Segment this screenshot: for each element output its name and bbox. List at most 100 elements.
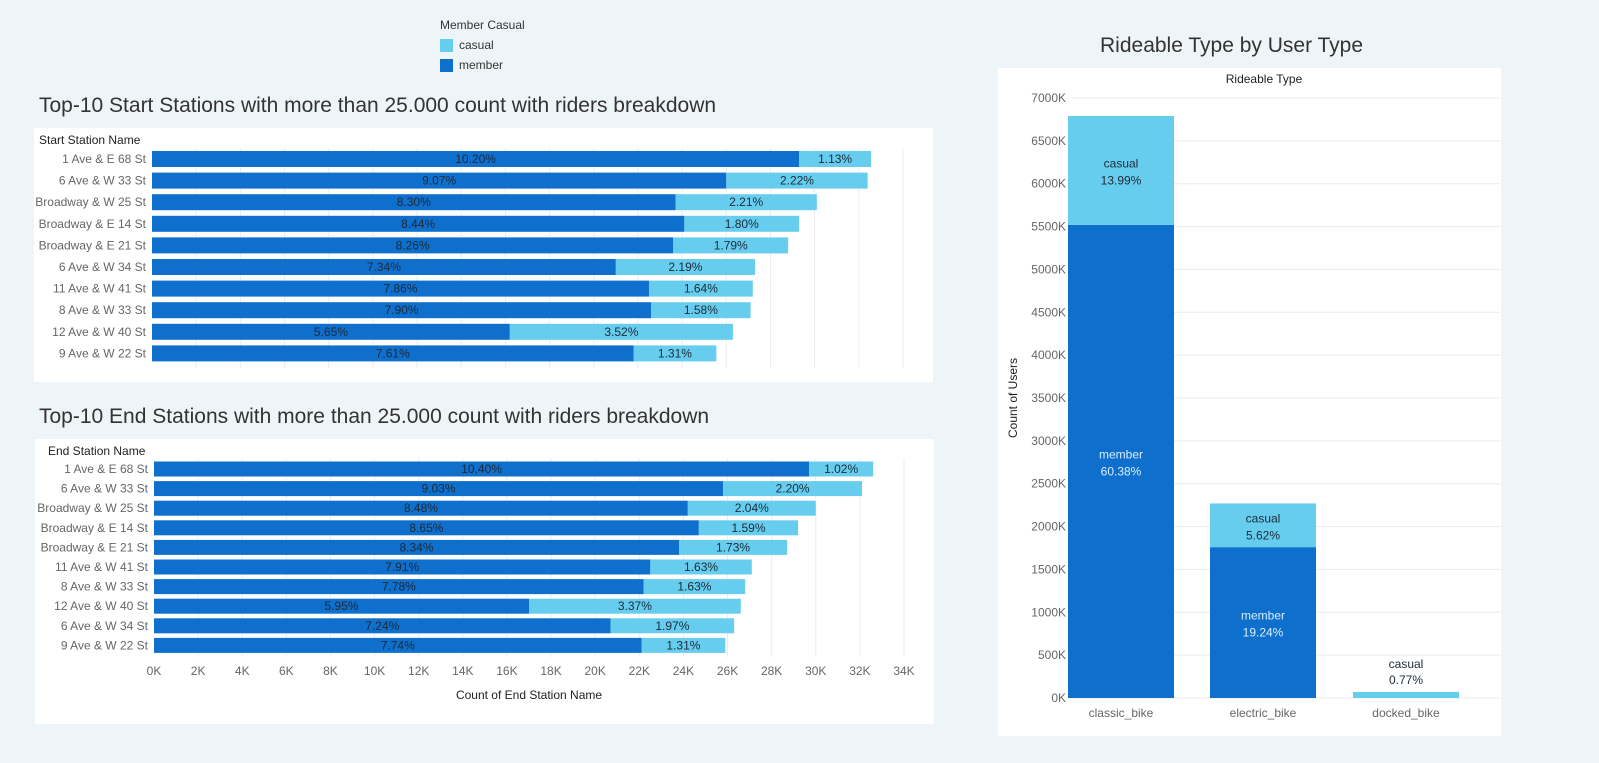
data-label-casual: 1.63%	[684, 560, 718, 574]
x-tick-label: 0K	[147, 664, 162, 678]
data-label-casual: 3.52%	[604, 325, 638, 339]
data-label-casual: 1.59%	[731, 521, 765, 535]
x-tick-label: docked_bike	[1372, 706, 1440, 720]
bar-casual	[610, 618, 735, 634]
data-label-member: 7.78%	[382, 580, 416, 594]
segment-label-member: member	[1099, 447, 1143, 461]
data-label-casual: 1.79%	[714, 238, 748, 252]
legend-title: Member Casual	[440, 18, 525, 32]
x-tick-label: 16K	[496, 664, 517, 678]
category-label: 11 Ave & W 41 St	[55, 560, 149, 574]
bar-member	[154, 461, 810, 477]
data-label-casual: 1.73%	[716, 540, 750, 554]
bar-member	[154, 618, 611, 634]
x-tick-label: 30K	[805, 664, 826, 678]
legend-label-casual: casual	[459, 38, 494, 52]
data-label-casual: 1.97%	[655, 619, 689, 633]
legend-item-member[interactable]: member	[440, 55, 525, 75]
data-label-member: 10.20%	[455, 152, 496, 166]
bar-casual	[673, 237, 789, 254]
bar-member	[154, 481, 724, 497]
x-tick-label: electric_bike	[1230, 706, 1297, 720]
x-tick-label: 28K	[761, 664, 782, 678]
data-label-member: 60.38%	[1101, 464, 1142, 478]
x-tick-label: 18K	[540, 664, 561, 678]
y-tick-label: 0K	[1051, 691, 1066, 705]
data-label-member: 8.48%	[404, 501, 438, 515]
bar-member	[152, 194, 676, 211]
data-label-member: 9.07%	[422, 174, 456, 188]
data-label-member: 8.26%	[396, 238, 430, 252]
bar-casual	[651, 302, 751, 319]
bar-casual	[675, 194, 817, 211]
bar-member	[1210, 547, 1316, 698]
y-tick-label: 2000K	[1031, 520, 1066, 534]
bar-member	[154, 637, 642, 653]
y-tick-label: 1000K	[1031, 605, 1066, 619]
x-tick-label: 20K	[584, 664, 605, 678]
y-axis-title: Count of Users	[1006, 358, 1020, 438]
y-tick-label: 4500K	[1031, 305, 1066, 319]
data-label-casual: 2.21%	[729, 195, 763, 209]
end-chart-title: Top-10 End Stations with more than 25.00…	[39, 405, 710, 428]
bar-member	[154, 520, 699, 536]
bar-member	[152, 323, 510, 340]
category-label: 8 Ave & W 33 St	[61, 580, 149, 594]
legend-swatch-casual	[440, 38, 453, 52]
data-label-member: 8.44%	[401, 217, 435, 231]
data-label-member: 5.95%	[324, 599, 358, 613]
bar-member	[152, 345, 634, 362]
y-tick-label: 2500K	[1031, 477, 1066, 491]
rideable-type-chart: Rideable Type 0K 500K 1000K 1500K 2000K 2500K 3…	[1006, 72, 1501, 720]
data-label-casual: 1.31%	[658, 346, 692, 360]
bar-casual	[509, 323, 733, 340]
data-label-casual: 1.63%	[677, 580, 711, 594]
bar-casual	[643, 579, 746, 595]
legend-swatch-member	[440, 58, 453, 72]
data-label-member: 7.74%	[381, 638, 415, 652]
segment-label-member: member	[1241, 609, 1285, 623]
data-label-casual: 2.19%	[668, 260, 702, 274]
bar-casual	[723, 481, 863, 497]
data-label-member: 19.24%	[1243, 626, 1284, 640]
legend-item-casual[interactable]: casual	[440, 35, 525, 55]
data-label-member: 8.30%	[397, 195, 431, 209]
y-axis-title: End Station Name	[48, 444, 146, 458]
x-tick-label: 6K	[279, 664, 294, 678]
end-chart-panel: End Station Name 1 Ave & E 68 St 10.40% 1.0…	[35, 439, 934, 724]
bar-casual	[650, 559, 752, 575]
category-label: 8 Ave & W 33 St	[59, 303, 147, 317]
data-label-casual: 2.20%	[776, 482, 810, 496]
segment-label-casual: casual	[1104, 156, 1139, 170]
category-label: 9 Ave & W 22 St	[59, 346, 147, 360]
category-label: Broadway & E 14 St	[41, 521, 149, 535]
bar-member	[152, 259, 616, 275]
category-label: 6 Ave & W 33 St	[61, 482, 149, 496]
data-label-member: 8.65%	[409, 521, 443, 535]
bar-casual	[684, 215, 800, 232]
x-tick-label: classic_bike	[1089, 706, 1154, 720]
data-label-casual: 0.77%	[1389, 673, 1423, 687]
bar-casual	[615, 259, 756, 275]
bar-casual	[529, 598, 741, 614]
data-label-casual: 1.58%	[684, 303, 718, 317]
data-label-member: 5.65%	[314, 325, 348, 339]
bar-member	[1068, 224, 1174, 698]
category-label: Broadway & E 21 St	[39, 238, 147, 252]
y-tick-label: 5000K	[1031, 262, 1066, 276]
bar-member	[154, 579, 644, 595]
category-label: 6 Ave & W 34 St	[59, 260, 147, 274]
bar-member	[154, 500, 688, 516]
data-label-member: 7.61%	[376, 346, 410, 360]
data-label-casual: 3.37%	[618, 599, 652, 613]
bar-member	[154, 559, 651, 575]
category-label: Broadway & W 25 St	[35, 195, 146, 209]
x-tick-label: 8K	[323, 664, 338, 678]
data-label-casual: 5.62%	[1246, 528, 1280, 542]
data-label-member: 9.03%	[422, 482, 456, 496]
y-tick-label: 4000K	[1031, 348, 1066, 362]
x-tick-label: 22K	[629, 664, 650, 678]
start-chart-title: Top-10 Start Stations with more than 25.…	[39, 94, 717, 117]
x-tick-label: 32K	[849, 664, 870, 678]
end-stations-chart: End Station Name 1 Ave & E 68 St 10.40% 1.0…	[37, 444, 914, 702]
